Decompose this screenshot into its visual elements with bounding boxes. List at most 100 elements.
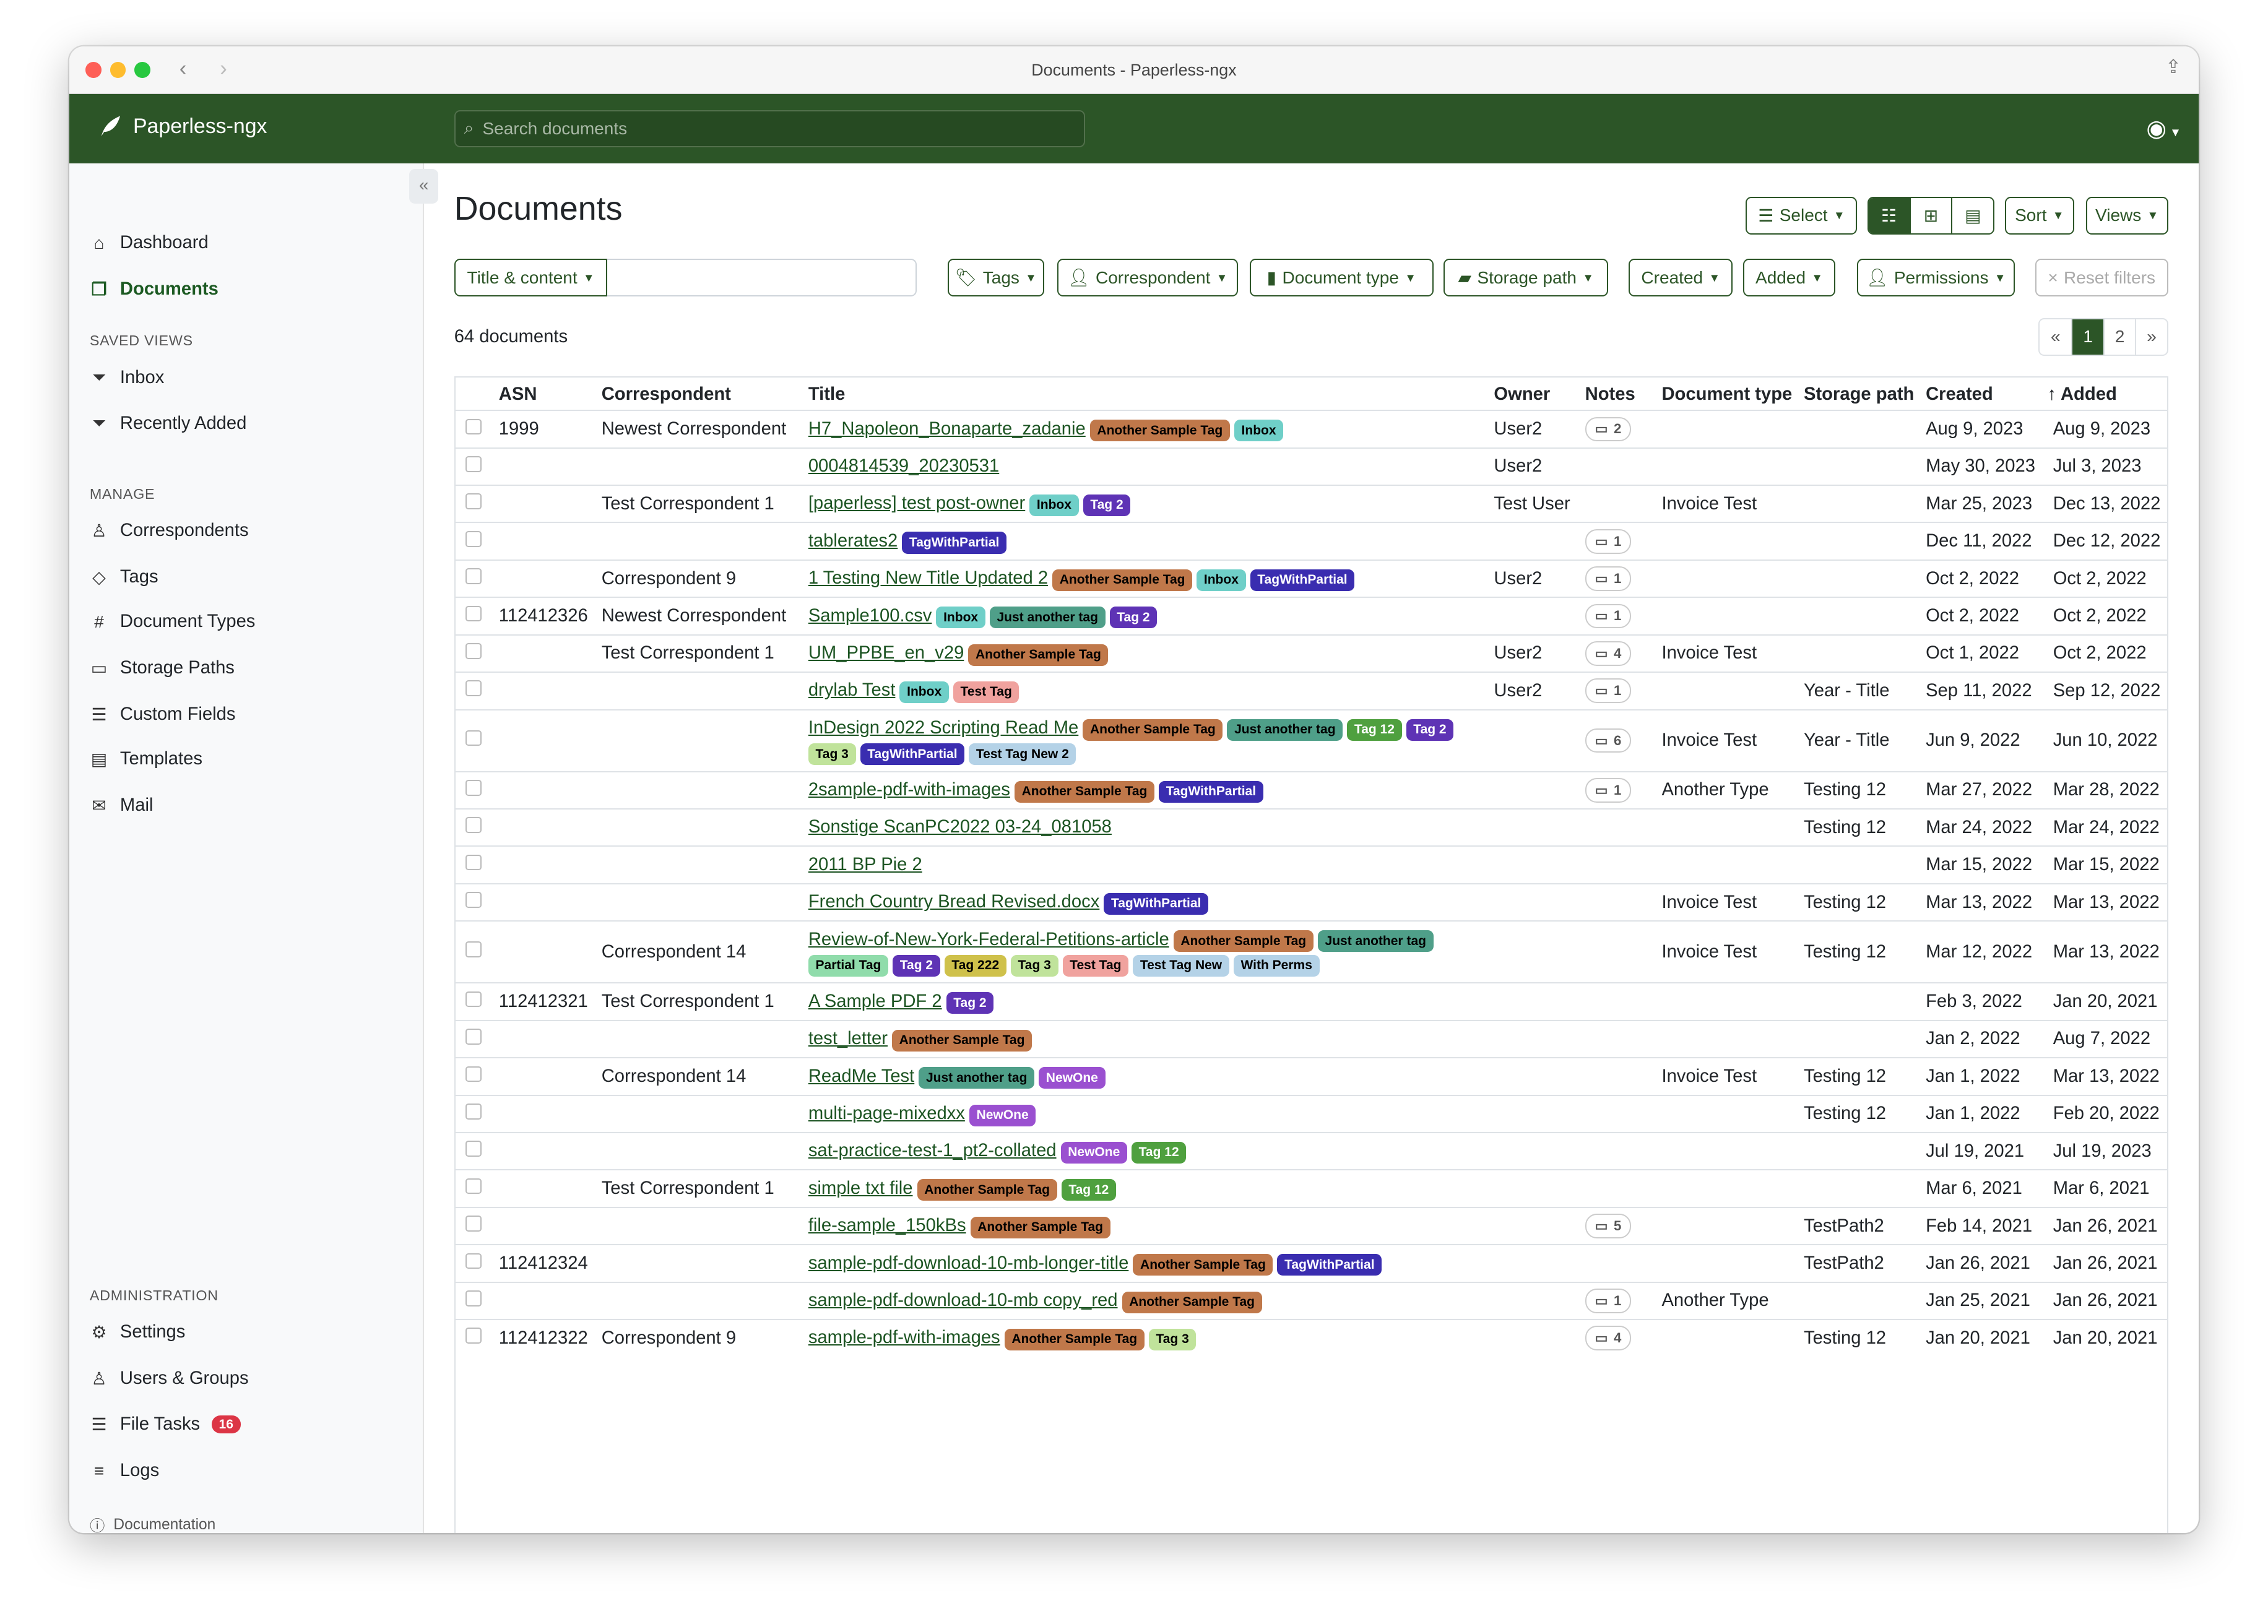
tag-badge[interactable]: Inbox [1197,569,1246,591]
tag-badge[interactable]: Another Sample Tag [970,1216,1110,1238]
table-row[interactable]: Test Correspondent 1 simple txt file Anoth… [455,1169,2167,1207]
row-checkbox[interactable] [465,1066,482,1082]
document-title-link[interactable]: H7_Napoleon_Bonaparte_zadanie [808,418,1086,439]
document-title-link[interactable]: [paperless] test post-owner [808,493,1026,514]
tag-badge[interactable]: Tag 2 [1109,607,1158,629]
storage-path-cell[interactable]: Testing 12 [1798,808,1920,847]
table-row[interactable]: InDesign 2022 Scripting Read Me Another S… [455,709,2167,772]
tag-badge[interactable]: Just another tag [1227,719,1343,741]
correspondent-cell[interactable]: Test Correspondent 1 [595,982,803,1021]
sidebar-item-storage-paths[interactable]: ▭ Storage Paths [90,658,235,678]
document-type-cell[interactable] [1656,1094,1798,1133]
tag-badge[interactable]: TagWithPartial [902,532,1006,554]
storage-path-cell[interactable] [1798,1019,1920,1058]
title-content-dropdown[interactable]: Title & content ▼ [454,259,608,296]
tag-badge[interactable]: Just another tag [919,1067,1035,1089]
permissions-filter-button[interactable]: 👤︎ Permissions ▼ [1857,259,2015,296]
document-type-cell[interactable] [1656,1019,1798,1058]
tag-badge[interactable]: Tag 2 [1406,719,1454,741]
notes-badge[interactable]: ▭ 6 [1585,728,1632,753]
notes-badge[interactable]: ▭ 1 [1585,566,1632,591]
document-type-cell[interactable] [1656,982,1798,1021]
notes-badge[interactable]: ▭ 1 [1585,777,1632,803]
sidebar-item-tags[interactable]: ◇ Tags [90,567,158,587]
column-header-title[interactable]: Title [802,378,1488,411]
storage-path-filter-button[interactable]: ▰ Storage path ▼ [1443,259,1609,296]
reset-filters-button[interactable]: × Reset filters [2035,259,2168,296]
large-cards-view-button[interactable]: ▤ [1951,197,1993,233]
document-title-link[interactable]: sat-practice-test-1_pt2-collated [808,1141,1057,1161]
added-filter-button[interactable]: Added ▼ [1742,259,1836,296]
column-header-asn[interactable]: ASN [493,378,595,411]
tag-badge[interactable]: Inbox [1234,420,1284,442]
row-checkbox[interactable] [465,605,482,622]
storage-path-cell[interactable] [1798,1169,1920,1207]
tag-badge[interactable]: Another Sample Tag [1083,719,1223,741]
document-title-link[interactable]: Sample100.csv [808,605,932,626]
sidebar-item-dashboard[interactable]: ⌂ Dashboard [90,233,209,253]
tag-badge[interactable]: Another Sample Tag [1014,780,1155,803]
tag-badge[interactable]: Just another tag [989,607,1106,629]
table-row[interactable]: Correspondent 14 ReadMe Test Just another … [455,1057,2167,1095]
tag-badge[interactable]: Just another tag [1317,930,1434,952]
tag-badge[interactable]: Another Sample Tag [1004,1329,1145,1351]
document-type-cell[interactable]: Invoice Test [1656,634,1798,673]
tag-badge[interactable]: Tag 2 [893,954,940,977]
tag-badge[interactable]: TagWithPartial [1277,1254,1382,1276]
sidebar-item-documents[interactable]: ❐ Documents [90,279,218,300]
correspondent-cell[interactable]: Correspondent 9 [595,1319,803,1357]
document-type-cell[interactable]: Invoice Test [1656,1057,1798,1095]
row-checkbox[interactable] [465,779,482,796]
tag-badge[interactable]: TagWithPartial [1250,569,1355,591]
table-row[interactable]: drylab Test Inbox Test Tag User2 ▭ 1 Year - Ti… [455,672,2167,710]
table-row[interactable]: Sonstige ScanPC2022 03-24_081058 Testing … [455,808,2167,847]
document-type-cell[interactable] [1656,672,1798,710]
storage-path-cell[interactable] [1798,634,1920,673]
row-checkbox[interactable] [465,568,482,584]
table-row[interactable]: 112412322 Correspondent 9 sample-pdf-with-… [455,1319,2167,1357]
notes-badge[interactable]: ▭ 1 [1585,678,1632,704]
tag-badge[interactable]: Partial Tag [808,954,889,977]
document-type-cell[interactable] [1656,559,1798,598]
page-prev-button[interactable]: « [2050,327,2061,347]
sidebar-item-document-types[interactable]: # Document Types [90,611,255,632]
document-title-link[interactable]: sample-pdf-with-images [808,1328,1000,1348]
tag-badge[interactable]: Another Sample Tag [968,644,1109,666]
document-title-link[interactable]: sample-pdf-download-10-mb-longer-title [808,1253,1129,1273]
select-button[interactable]: ☰ Select ▼ [1746,196,1858,235]
tag-badge[interactable]: Another Sample Tag [1122,1291,1262,1313]
document-type-cell[interactable] [1656,1132,1798,1170]
table-row[interactable]: sat-practice-test-1_pt2-collated NewOne Ta… [455,1132,2167,1170]
sidebar-item-file-tasks[interactable]: ☰ File Tasks 16 [90,1414,241,1435]
storage-path-cell[interactable] [1798,485,1920,523]
storage-path-cell[interactable] [1798,447,1920,486]
sidebar-item-mail[interactable]: ✉ Mail [90,795,153,816]
document-type-filter-button[interactable]: ▮ Document type ▼ [1249,259,1434,296]
table-row[interactable]: sample-pdf-download-10-mb copy_red Anothe… [455,1281,2167,1320]
page-1-button[interactable]: 1 [2071,319,2103,355]
correspondent-cell[interactable] [595,1244,803,1282]
tag-badge[interactable]: Another Sample Tag [1133,1254,1273,1276]
column-header-storage-path[interactable]: Storage path [1798,378,1920,411]
table-row[interactable]: 2sample-pdf-with-images Another Sample Ta… [455,771,2167,810]
column-header-created[interactable]: Created [1920,378,2048,411]
tag-badge[interactable]: Tag 2 [946,992,994,1014]
correspondent-cell[interactable] [595,522,803,560]
correspondent-cell[interactable] [595,1206,803,1245]
correspondent-cell[interactable] [595,845,803,884]
document-title-link[interactable]: 2sample-pdf-with-images [808,779,1010,800]
document-type-cell[interactable]: Another Type [1656,1281,1798,1320]
tag-badge[interactable]: Test Tag New [1133,954,1229,977]
share-icon[interactable]: ⇪ [2165,57,2181,78]
row-checkbox[interactable] [465,1290,482,1307]
document-title-link[interactable]: test_letter [808,1029,888,1049]
document-title-link[interactable]: Review-of-New-York-Federal-Petitions-art… [808,929,1169,949]
created-filter-button[interactable]: Created ▼ [1629,259,1733,296]
tag-badge[interactable]: Another Sample Tag [1173,930,1314,952]
sort-button[interactable]: Sort ▼ [2004,196,2074,235]
document-type-cell[interactable] [1656,1169,1798,1207]
tag-badge[interactable]: Tag 12 [1131,1142,1187,1164]
column-header-added[interactable]: ↑ Added [2047,378,2166,411]
document-title-link[interactable]: multi-page-mixedxx [808,1103,965,1123]
